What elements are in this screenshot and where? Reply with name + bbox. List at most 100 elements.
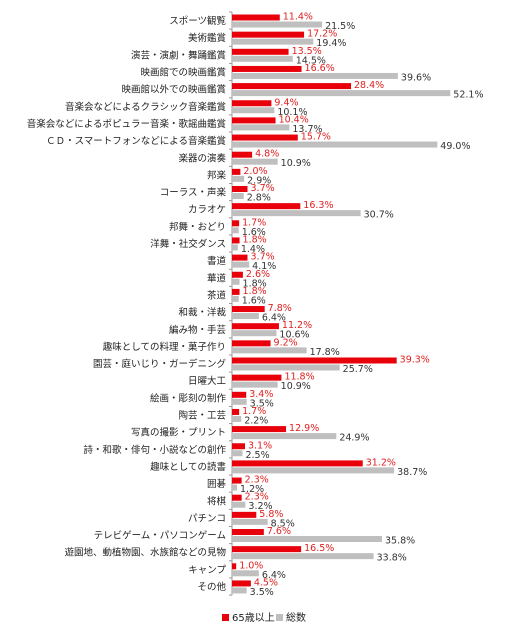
data-label-total: 21.5%: [325, 21, 355, 32]
data-label-65plus: 16.6%: [305, 63, 335, 74]
bar-total: [232, 501, 246, 508]
bar-65plus: [232, 357, 397, 364]
bar-total: [232, 227, 239, 234]
data-label-65plus: 11.4%: [283, 12, 313, 23]
bar-total: [232, 450, 243, 457]
data-label-65plus: 7.6%: [267, 526, 291, 537]
data-label-total: 2.2%: [244, 415, 268, 426]
bar-65plus: [232, 271, 243, 278]
bar-65plus: [232, 168, 241, 175]
category-label: 園芸・庭いじり・ガーデニング: [93, 358, 227, 370]
category-label: 邦楽: [207, 169, 227, 181]
data-label-total: 52.1%: [453, 90, 483, 101]
data-label-65plus: 3.1%: [248, 440, 272, 451]
data-label-65plus: 2.3%: [245, 492, 269, 503]
legend-label-65plus: 65歳以上: [232, 612, 275, 624]
category-label: 日曜大工: [188, 375, 227, 387]
category-label: 囲碁: [207, 478, 227, 490]
bar-total: [232, 433, 337, 440]
bar-65plus: [232, 391, 247, 398]
bar-65plus: [232, 31, 305, 38]
data-label-65plus: 2.0%: [243, 166, 267, 177]
category-label: 邦舞・おどり: [169, 221, 226, 233]
category-label: カラオケ: [188, 205, 226, 216]
bar-total: [232, 381, 278, 388]
data-label-total: 4.1%: [252, 261, 276, 272]
data-label-65plus: 17.2%: [307, 29, 337, 40]
data-label-total: 25.7%: [343, 364, 373, 375]
bar-total: [232, 278, 240, 285]
category-label: ＣＤ・スマートフォンなどによる音楽鑑賞: [46, 135, 226, 147]
data-label-total: 35.8%: [385, 536, 415, 547]
category-label: スポーツ観覧: [169, 15, 226, 27]
legend-label-total: 総数: [286, 611, 306, 624]
data-label-total: 10.1%: [277, 107, 307, 118]
data-label-total: 30.7%: [364, 210, 394, 221]
bar-65plus: [232, 151, 253, 158]
data-label-total: 10.6%: [279, 330, 309, 341]
bar-65plus: [232, 186, 248, 192]
bar-total: [232, 244, 238, 251]
bar-65plus: [232, 408, 240, 415]
data-label-total: 3.5%: [250, 587, 274, 598]
data-label-65plus: 3.4%: [249, 389, 273, 400]
category-label: 洋舞・社交ダンス: [150, 238, 226, 250]
data-label-65plus: 39.3%: [400, 355, 430, 366]
bar-65plus: [232, 288, 240, 295]
bar-65plus: [232, 546, 302, 553]
data-label-total: 39.6%: [401, 72, 431, 83]
bar-65plus: [232, 460, 363, 467]
data-label-65plus: 7.8%: [268, 303, 292, 314]
bar-total: [232, 467, 395, 474]
data-label-65plus: 1.7%: [242, 217, 266, 228]
bar-total: [232, 90, 451, 97]
category-label: 和裁・洋裁: [178, 307, 226, 319]
bar-65plus: [232, 65, 302, 72]
category-label: 遊園地、動植物園、水族館などの見物: [64, 547, 226, 559]
category-label: 写真の撮影・プリント: [131, 427, 226, 439]
bar-65plus: [232, 374, 282, 381]
category-label: 音楽会などによるクラシック音楽鑑賞: [65, 101, 226, 113]
data-label-total: 1.6%: [242, 295, 266, 306]
data-label-total: 1.4%: [241, 244, 265, 255]
legend-swatch-total: [276, 614, 283, 621]
bar-total: [232, 330, 277, 337]
bar-total: [232, 210, 361, 217]
bar-total: [232, 21, 323, 28]
category-label: パチンコ: [188, 513, 226, 524]
bar-total: [232, 398, 247, 405]
bar-65plus: [232, 134, 298, 141]
data-label-65plus: 1.8%: [243, 234, 267, 245]
data-label-65plus: 5.8%: [259, 509, 283, 520]
bar-65plus: [232, 494, 242, 501]
data-label-total: 1.6%: [242, 227, 266, 238]
data-label-65plus: 3.7%: [251, 252, 275, 263]
data-label-total: 6.4%: [262, 570, 286, 581]
data-label-65plus: 1.0%: [239, 560, 263, 571]
category-label: 茶道: [207, 289, 227, 301]
data-label-65plus: 13.5%: [292, 46, 322, 57]
data-label-total: 2.8%: [247, 193, 271, 204]
data-label-65plus: 1.7%: [242, 406, 266, 417]
bar-65plus: [232, 426, 287, 433]
data-label-total: 38.7%: [397, 467, 427, 478]
bar-65plus: [232, 323, 279, 330]
category-label: 陶芸・工芸: [178, 410, 226, 422]
category-label: 美術鑑賞: [188, 32, 226, 44]
bar-total: [232, 587, 247, 594]
category-label: 編み物・手芸: [169, 324, 226, 336]
category-label: 演芸・演劇・舞踊鑑賞: [131, 49, 226, 61]
bar-total: [232, 295, 239, 302]
category-label: 華道: [207, 272, 227, 284]
data-label-65plus: 15.7%: [301, 132, 331, 143]
data-label-65plus: 16.3%: [303, 200, 333, 211]
category-label: 映画館での映画鑑賞: [140, 67, 226, 79]
bar-total: [232, 72, 398, 79]
data-label-total: 14.5%: [296, 55, 326, 66]
bar-total: [232, 347, 307, 354]
category-label: 映画館以外での映画鑑賞: [121, 84, 226, 96]
data-label-65plus: 11.2%: [282, 320, 312, 331]
category-label: 書道: [207, 255, 227, 267]
data-label-total: 6.4%: [262, 313, 286, 324]
